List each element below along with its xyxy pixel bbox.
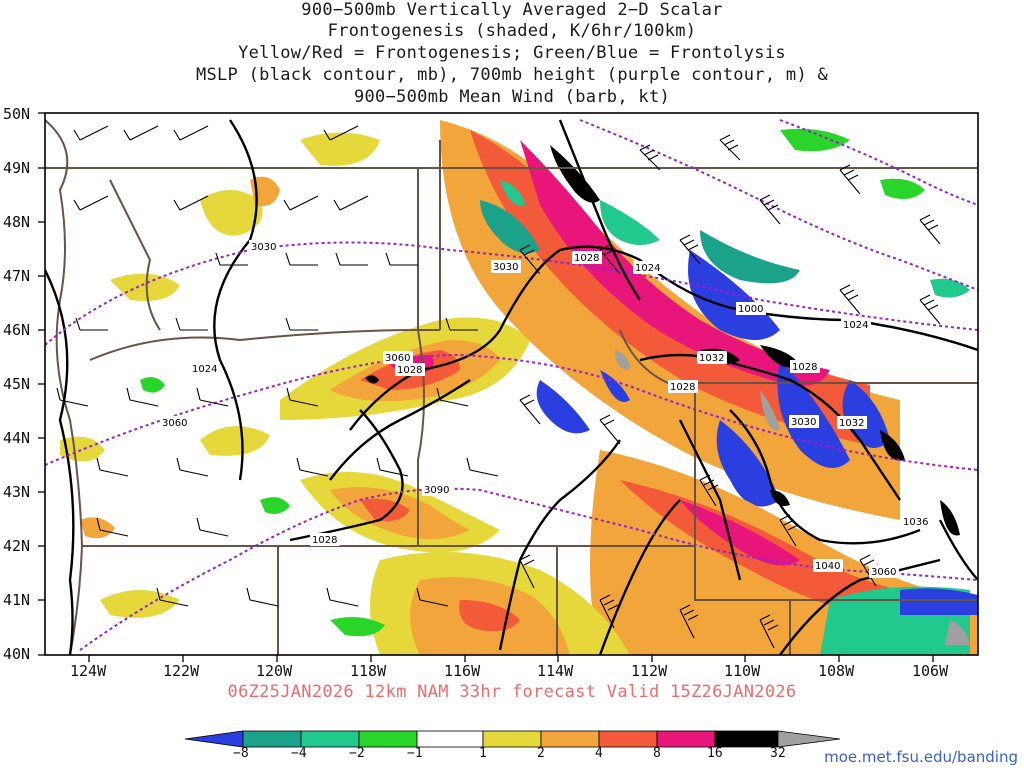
colorbar-label: 32 <box>770 746 786 761</box>
mslp-contour-labels: 1028 1024 1000 1032 1028 1028 1024 1028 … <box>190 251 931 572</box>
colorbar-swatch <box>300 730 360 748</box>
height-contour-labels: 3030 3030 3060 3060 3090 3030 3060 <box>160 240 899 578</box>
mslp-label: 1024 <box>843 320 868 331</box>
lat-label-50n: 50N <box>3 105 31 123</box>
lat-label-40n: 40N <box>3 645 31 663</box>
colorbar-swatch <box>656 730 716 748</box>
lon-label-122w: 122W <box>163 662 200 680</box>
colorbar-swatch <box>358 730 418 748</box>
colorbar-swatch <box>598 730 658 748</box>
colorbar-swatch <box>482 730 542 748</box>
lon-label-112w: 112W <box>631 662 668 680</box>
colorbar-label: −2 <box>349 746 365 761</box>
lon-label-124w: 124W <box>70 662 107 680</box>
lon-label-120w: 120W <box>256 662 293 680</box>
mslp-label: 1028 <box>574 253 599 264</box>
mslp-label: 1024 <box>192 364 217 375</box>
height-label: 3030 <box>791 417 816 428</box>
lon-label-114w: 114W <box>537 662 574 680</box>
lon-label-116w: 116W <box>444 662 481 680</box>
mslp-label: 1028 <box>312 535 337 546</box>
colorbar-label: −1 <box>407 746 423 761</box>
height-label: 3060 <box>871 567 896 578</box>
colorbar-swatch <box>540 730 600 748</box>
mslp-label: 1028 <box>670 382 695 393</box>
mslp-label: 1032 <box>699 353 724 364</box>
colorbar-label: 16 <box>707 746 723 761</box>
title-line-3: Yellow/Red = Frontogenesis; Green/Blue =… <box>238 43 786 63</box>
mslp-label: 1040 <box>815 561 840 572</box>
colorbar-swatch <box>777 730 841 748</box>
colorbar-swatch <box>242 730 302 748</box>
colorbar-swatch <box>416 730 484 748</box>
source-credit-link[interactable]: moe.met.fsu.edu/banding <box>824 748 1018 766</box>
colorbar-label: 4 <box>595 746 603 761</box>
forecast-valid-time: 06Z25JAN2026 12km NAM 33hr forecast Vali… <box>227 682 797 702</box>
mslp-label: 1024 <box>635 263 660 274</box>
lon-label-106w: 106W <box>912 662 949 680</box>
lat-label-44n: 44N <box>3 429 31 447</box>
title-line-2: Frontogenesis (shaded, K/6hr/100km) <box>327 21 697 41</box>
title-line-5: 900−500mb Mean Wind (barb, kt) <box>353 87 671 107</box>
lon-label-118w: 118W <box>350 662 387 680</box>
mslp-label: 1028 <box>792 362 817 373</box>
lat-label-48n: 48N <box>3 213 31 231</box>
colorbar-label: 8 <box>653 746 661 761</box>
title-line-4: MSLP (black contour, mb), 700mb height (… <box>195 65 829 85</box>
lon-label-110w: 110W <box>724 662 761 680</box>
colorbar-label: −4 <box>291 746 307 761</box>
colorbar-swatch <box>714 730 779 748</box>
lon-label-108w: 108W <box>818 662 855 680</box>
axis-ticks <box>38 112 934 662</box>
colorbar <box>184 730 841 748</box>
political-borders <box>45 119 978 655</box>
height-label: 3060 <box>385 353 410 364</box>
frontogenesis-shading <box>60 120 978 655</box>
height-label: 3030 <box>493 262 518 273</box>
colorbar-label: −8 <box>233 746 249 761</box>
colorbar-label: 1 <box>479 746 487 761</box>
mslp-label: 1000 <box>738 304 763 315</box>
lat-label-43n: 43N <box>3 483 31 501</box>
mslp-label: 1036 <box>903 517 928 528</box>
wind-barbs <box>56 125 941 649</box>
lat-label-46n: 46N <box>3 321 31 339</box>
title-line-1: 900−500mb Vertically Averaged 2−D Scalar <box>301 0 723 20</box>
lat-label-49n: 49N <box>3 159 31 177</box>
lat-label-45n: 45N <box>3 375 31 393</box>
colorbar-label: 2 <box>537 746 545 761</box>
mslp-label: 1028 <box>397 365 422 376</box>
lat-label-47n: 47N <box>3 267 31 285</box>
lat-label-42n: 42N <box>3 537 31 555</box>
height-label: 3090 <box>424 485 449 496</box>
colorbar-swatch <box>184 730 244 748</box>
height-label: 3030 <box>251 242 276 253</box>
lat-label-41n: 41N <box>3 591 31 609</box>
height-label: 3060 <box>162 418 187 429</box>
mslp-label: 1032 <box>839 418 864 429</box>
